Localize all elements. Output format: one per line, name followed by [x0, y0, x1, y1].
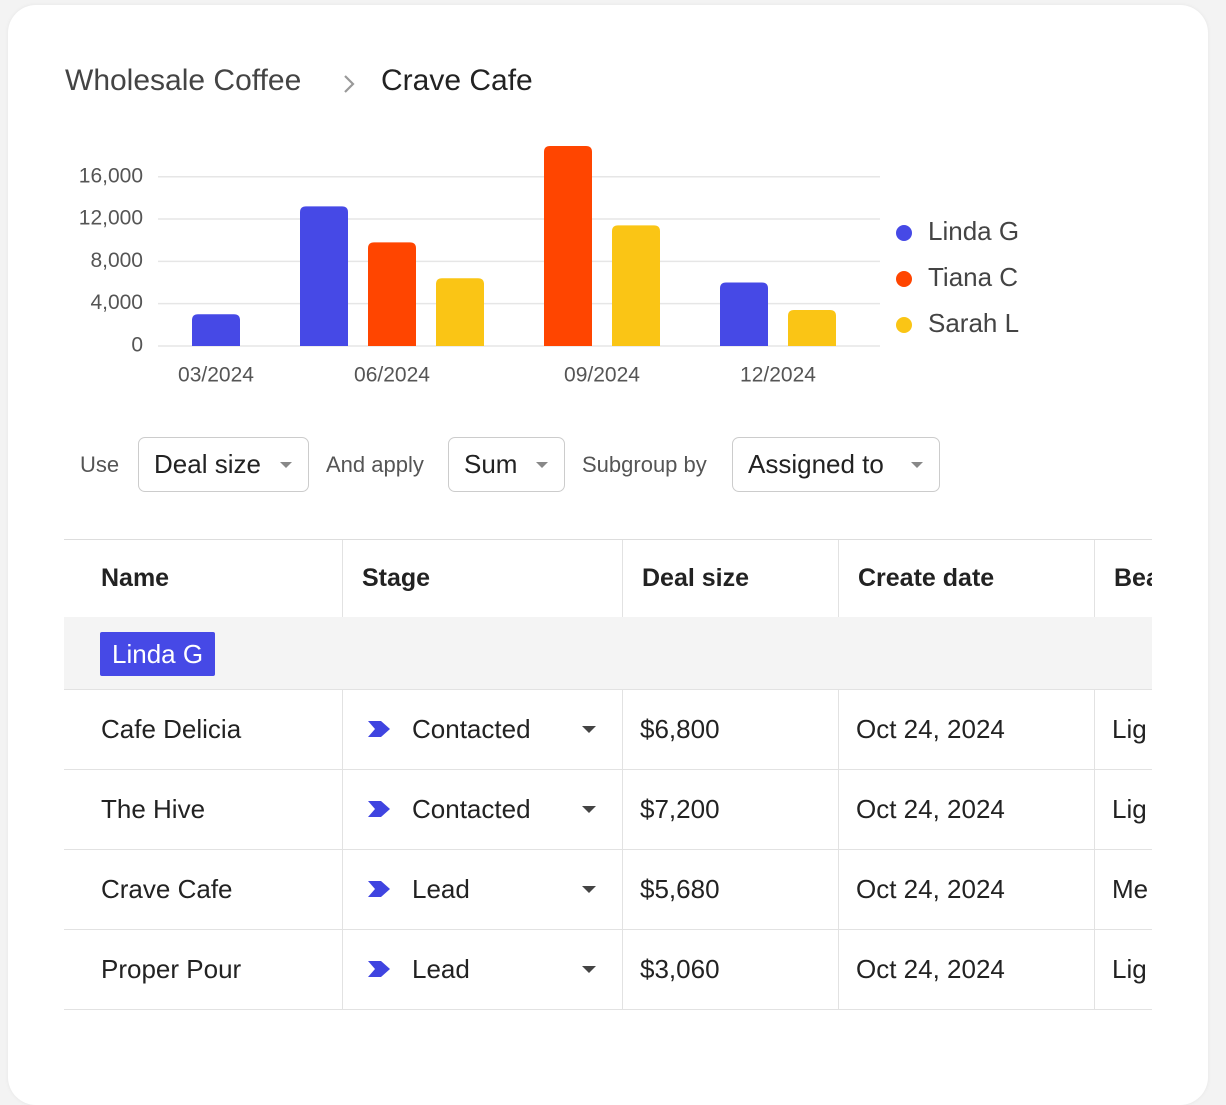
table-cell[interactable]: Lead: [343, 849, 623, 929]
legend-swatch: [896, 271, 912, 287]
column-header: Stage: [343, 540, 623, 617]
stage-icon: [368, 881, 390, 897]
stage-label: Contacted: [412, 713, 531, 744]
stage-label: Lead: [412, 953, 470, 984]
column-header: Deal size: [623, 540, 839, 617]
legend-swatch: [896, 225, 912, 241]
bar: [300, 206, 348, 346]
y-tick-label: 4,000: [90, 291, 143, 314]
table-row[interactable]: The Hive Contacted $7,200 Oct 24, 2024 Lig: [64, 769, 1152, 850]
cell-text: Me: [1112, 873, 1149, 904]
y-tick-label: 12,000: [79, 207, 143, 230]
y-tick-label: 16,000: [79, 164, 143, 187]
bar: [368, 242, 416, 346]
cell-text: Oct 24, 2024: [856, 953, 1005, 984]
stage-icon: [368, 801, 390, 817]
apply-value: Sum: [464, 449, 518, 479]
stage-icon: [368, 961, 390, 977]
table-cell: Me: [1095, 849, 1152, 929]
use-label: Use: [80, 452, 120, 477]
x-tick-label: 03/2024: [178, 364, 254, 387]
table-cell: $7,200: [623, 769, 839, 849]
group-badge: Linda G: [100, 632, 216, 676]
cell-text: Oct 24, 2024: [856, 873, 1005, 904]
apply-label: And apply: [326, 452, 424, 477]
table-cell: The Hive: [64, 769, 343, 849]
bar: [192, 314, 240, 346]
cell-text: Lig: [1112, 713, 1147, 744]
subgroup-value: Assigned to: [748, 449, 884, 479]
apply-dropdown[interactable]: Sum: [448, 437, 565, 492]
column-header: Create date: [839, 540, 1095, 617]
stage-caret: [582, 886, 596, 893]
breadcrumb-parent[interactable]: Wholesale Coffee: [65, 64, 302, 97]
legend-label: Tiana C: [928, 262, 1018, 292]
cell-text: $3,060: [640, 953, 720, 984]
column-header: Name: [64, 540, 343, 617]
subgroup-label: Subgroup by: [582, 452, 707, 477]
stage-label: Lead: [412, 873, 470, 904]
table-cell[interactable]: Lead: [343, 929, 623, 1009]
stage-label: Contacted: [412, 793, 531, 824]
breadcrumb-current: Crave Cafe: [381, 64, 533, 97]
bar: [788, 310, 836, 346]
x-tick-label: 06/2024: [354, 364, 430, 387]
cell-text: $7,200: [640, 793, 720, 824]
cell-text: The Hive: [101, 793, 206, 824]
group-row: Linda G: [64, 617, 1152, 690]
table-row[interactable]: Cafe Delicia Contacted $6,800 Oct 24, 2024 L…: [64, 689, 1152, 770]
cell-text: Lig: [1112, 953, 1147, 984]
y-tick-label: 8,000: [90, 249, 143, 272]
subgroup-dropdown[interactable]: Assigned to: [732, 437, 940, 492]
stage-caret: [582, 966, 596, 973]
table-cell: Lig: [1095, 929, 1152, 1009]
card: [8, 5, 1208, 1105]
table-cell: $3,060: [623, 929, 839, 1009]
legend-label: Sarah L: [928, 308, 1019, 338]
bar: [544, 146, 592, 346]
bar: [720, 282, 768, 346]
table-cell: Oct 24, 2024: [839, 929, 1095, 1009]
cell-text: Crave Cafe: [101, 873, 233, 904]
table-cell: Cafe Delicia: [64, 689, 343, 769]
stage-icon: [368, 721, 390, 737]
table-cell: $6,800: [623, 689, 839, 769]
bar: [436, 278, 484, 346]
table-cell: Proper Pour: [64, 929, 343, 1009]
use-value: Deal size: [154, 449, 261, 479]
use-dropdown[interactable]: Deal size: [138, 437, 309, 492]
x-tick-label: 09/2024: [564, 364, 640, 387]
cell-text: Oct 24, 2024: [856, 793, 1005, 824]
breadcrumb-separator: [344, 75, 355, 93]
table-cell: Lig: [1095, 769, 1152, 849]
stage-caret: [582, 806, 596, 813]
table-cell: Lig: [1095, 689, 1152, 769]
table-cell: Oct 24, 2024: [839, 769, 1095, 849]
bar: [612, 225, 660, 346]
table-cell[interactable]: Contacted: [343, 689, 623, 769]
chart: 0 4,000 8,000 12,000 16,000 03/2024 06/2024 09/…: [79, 146, 1019, 387]
x-tick-label: 12/2024: [740, 364, 816, 387]
table-cell: Crave Cafe: [64, 849, 343, 929]
table-cell: Oct 24, 2024: [839, 689, 1095, 769]
cell-text: Lig: [1112, 793, 1147, 824]
table-cell: Oct 24, 2024: [839, 849, 1095, 929]
cell-text: Proper Pour: [101, 953, 242, 984]
legend-label: Linda G: [928, 216, 1019, 246]
table-cell: $5,680: [623, 849, 839, 929]
column-header: Bea: [1095, 540, 1152, 617]
cell-text: Cafe Delicia: [101, 713, 242, 744]
table-cell[interactable]: Contacted: [343, 769, 623, 849]
cell-text: $5,680: [640, 873, 720, 904]
legend-swatch: [896, 317, 912, 333]
cell-text: Oct 24, 2024: [856, 713, 1005, 744]
table-row[interactable]: Proper Pour Lead $3,060 Oct 24, 2024 Lig: [64, 929, 1152, 1010]
table-row[interactable]: Crave Cafe Lead $5,680 Oct 24, 2024 Me: [64, 849, 1152, 930]
y-tick-label: 0: [131, 334, 143, 357]
stage-caret: [582, 726, 596, 733]
cell-text: $6,800: [640, 713, 720, 744]
